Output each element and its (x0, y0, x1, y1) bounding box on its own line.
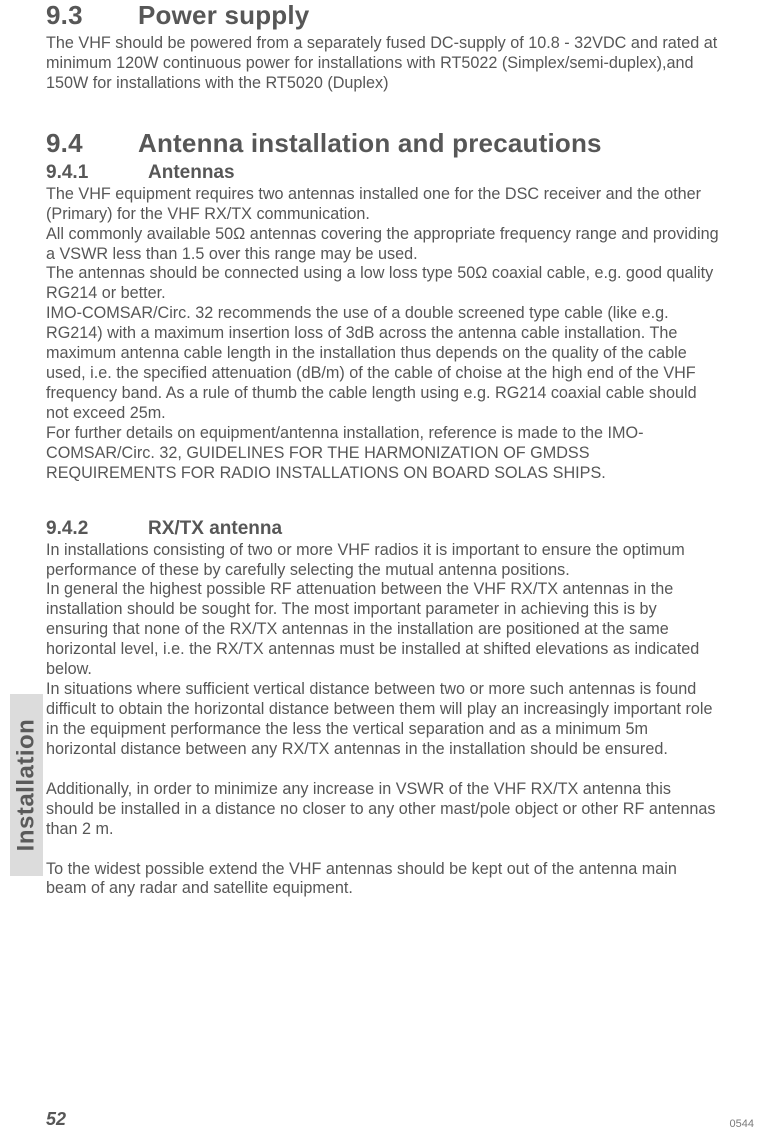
paragraph: IMO-COMSAR/Circ. 32 recommends the use o… (46, 304, 720, 424)
heading-9-4: 9.4Antenna installation and precautions (46, 128, 720, 159)
page-content: 9.3Power supply The VHF should be powere… (46, 0, 720, 899)
paragraph: All commonly available 50Ω antennas cove… (46, 225, 720, 265)
subheading-number: 9.4.1 (46, 162, 148, 184)
paragraph: To the widest possible extend the VHF an… (46, 860, 720, 900)
paragraph: For further details on equipment/antenna… (46, 424, 720, 484)
side-tab-installation: Installation (10, 694, 43, 876)
paragraph: The VHF should be powered from a separat… (46, 34, 720, 94)
subheading-9-4-2: 9.4.2RX/TX antenna (46, 518, 720, 540)
paragraph: The antennas should be connected using a… (46, 264, 720, 304)
paragraph: In general the highest possible RF atten… (46, 580, 720, 680)
heading-number: 9.3 (46, 0, 138, 31)
heading-title: Power supply (138, 0, 309, 30)
paragraph: Additionally, in order to minimize any i… (46, 780, 720, 840)
side-tab-label: Installation (13, 719, 41, 852)
page-footer: 52 0544 (46, 1109, 754, 1130)
document-code: 0544 (730, 1118, 754, 1130)
heading-title: Antenna installation and precautions (138, 128, 602, 158)
page-number: 52 (46, 1109, 66, 1130)
subheading-title: RX/TX antenna (148, 518, 282, 539)
heading-9-3: 9.3Power supply (46, 0, 720, 31)
subheading-number: 9.4.2 (46, 518, 148, 540)
subheading-title: Antennas (148, 162, 235, 183)
paragraph: In installations consisting of two or mo… (46, 541, 720, 581)
subheading-9-4-1: 9.4.1Antennas (46, 162, 720, 184)
paragraph: In situations where sufficient vertical … (46, 680, 720, 760)
paragraph: The VHF equipment requires two antennas … (46, 185, 720, 225)
heading-number: 9.4 (46, 128, 138, 159)
